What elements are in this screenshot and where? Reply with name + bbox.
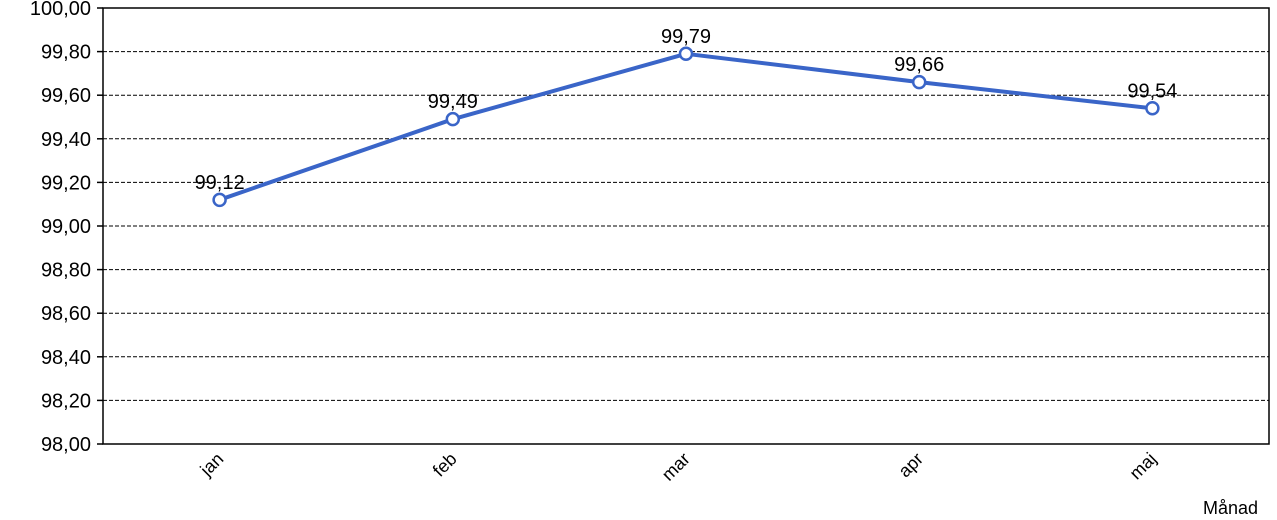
x-tick-label: jan xyxy=(196,449,228,481)
y-tick-label: 98,00 xyxy=(41,434,91,456)
x-tick-label: maj xyxy=(1126,449,1161,484)
x-axis-title: Månad xyxy=(1203,498,1258,518)
gridlines xyxy=(97,7,1269,445)
x-tick-label: mar xyxy=(658,449,694,485)
y-tick-label: 99,40 xyxy=(41,129,91,151)
x-tick-label: apr xyxy=(894,449,927,482)
data-point xyxy=(1145,101,1160,116)
data-label: 99,12 xyxy=(195,172,245,194)
y-tick-label: 98,40 xyxy=(41,347,91,369)
y-tick-label: 99,20 xyxy=(41,172,91,194)
data-point xyxy=(445,111,461,127)
data-points xyxy=(212,46,1160,208)
data-labels: 99,12 99,49 99,79 99,66 99,54 xyxy=(195,26,1178,194)
y-tick-label: 98,80 xyxy=(41,260,91,282)
y-tick-label: 99,80 xyxy=(41,42,91,64)
y-axis-tick-labels: 98,00 98,20 98,40 98,60 98,80 99,00 99,20 99,40… xyxy=(30,0,91,456)
y-tick-label: 100,00 xyxy=(30,0,91,20)
y-tick-label: 99,60 xyxy=(41,85,91,107)
data-label: 99,49 xyxy=(428,91,478,113)
data-point xyxy=(911,74,927,90)
series-line xyxy=(217,51,1155,202)
x-tick-label: feb xyxy=(429,449,461,481)
data-label: 99,79 xyxy=(661,26,711,48)
data-label: 99,66 xyxy=(894,54,944,76)
y-tick-label: 99,00 xyxy=(41,216,91,238)
y-tick-label: 98,20 xyxy=(41,390,91,412)
y-tick-label: 98,60 xyxy=(41,303,91,325)
data-point xyxy=(678,46,694,62)
data-point xyxy=(212,192,227,208)
data-label: 99,54 xyxy=(1127,80,1177,102)
x-axis-tick-labels: jan feb mar apr maj xyxy=(196,449,1161,485)
